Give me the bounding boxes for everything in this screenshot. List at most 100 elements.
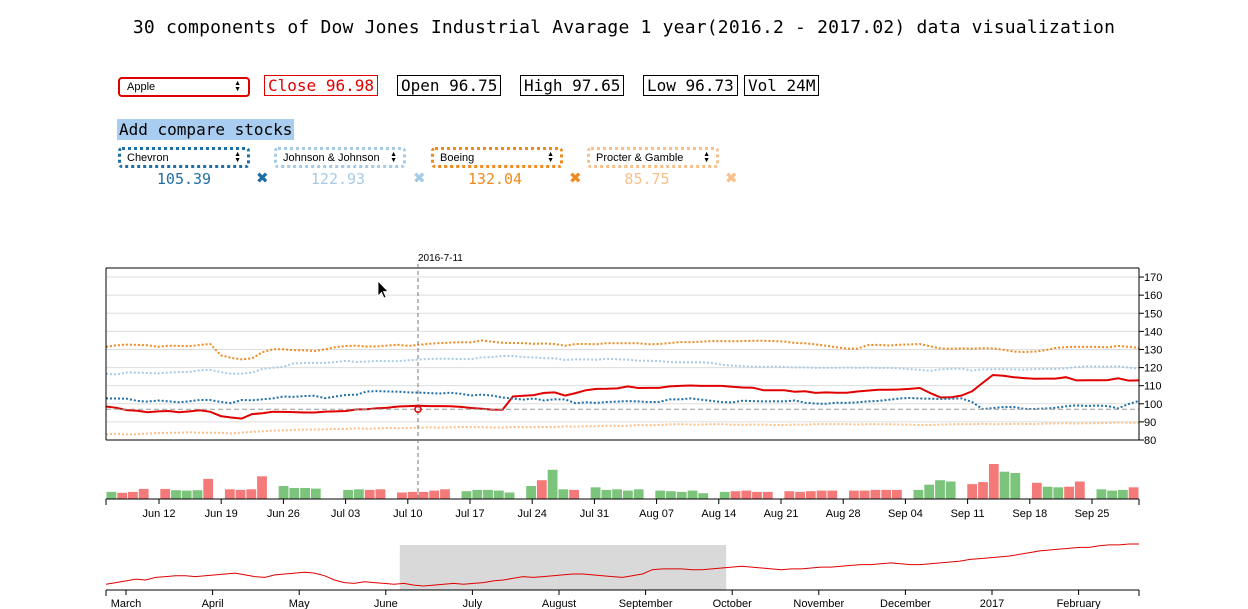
volume-bar <box>698 493 709 499</box>
volume-bar <box>106 491 117 499</box>
remove-compare-4-icon[interactable]: ✖ <box>725 169 738 187</box>
volume-bar <box>1064 486 1074 499</box>
volume-bar <box>160 488 171 499</box>
volume-bar <box>1107 490 1117 499</box>
volume-bar <box>881 489 892 499</box>
overview-x-tick-label: March <box>111 598 142 609</box>
volume-bar <box>827 490 838 499</box>
overview-x-tick-label: June <box>374 598 398 609</box>
volume-bar <box>805 491 816 499</box>
remove-compare-1-icon[interactable]: ✖ <box>256 169 269 187</box>
volume-bar <box>623 490 633 499</box>
x-tick-label: Jul 31 <box>580 508 609 520</box>
volume-bar <box>138 488 149 499</box>
volume-bar <box>784 491 795 499</box>
compare-select-2[interactable]: Johnson & Johnson ▲ ▼ <box>274 147 406 168</box>
volume-bar <box>547 469 558 499</box>
compare-line-4 <box>105 421 1140 436</box>
y-tick-label-160: 160 <box>1144 290 1162 302</box>
overview-x-tick-label: April <box>202 598 224 609</box>
compare-select-4[interactable]: Procter & Gamble ▲ ▼ <box>587 147 719 168</box>
y-tick-label-100: 100 <box>1144 399 1162 411</box>
volume-bar <box>569 489 579 499</box>
x-tick-label: Jul 03 <box>331 508 360 520</box>
volume-bar <box>483 489 493 499</box>
overview-x-tick-label: August <box>542 598 576 609</box>
x-tick-label: Sep 25 <box>1075 508 1110 520</box>
volume-bar <box>1096 489 1107 499</box>
mouse-pointer-icon <box>377 280 389 299</box>
volume-bar <box>558 489 569 499</box>
volume-bar <box>892 489 902 499</box>
x-tick-label: Aug 14 <box>701 508 736 520</box>
overview-x-tick-label: May <box>289 598 310 609</box>
plot-frame <box>105 267 1140 441</box>
volume-bar <box>278 486 289 499</box>
volume-bar <box>224 489 235 499</box>
x-tick-label: Sep 18 <box>1012 508 1047 520</box>
volume-bar <box>128 491 138 499</box>
overview-x-tick-label: November <box>793 598 844 609</box>
volume-bar <box>246 489 257 499</box>
volume-bar <box>945 481 956 499</box>
select-arrows-icon: ▲ ▼ <box>390 150 397 164</box>
x-tick-label: Aug 07 <box>639 508 674 520</box>
compare-line-2 <box>105 355 1140 376</box>
overview-chart[interactable]: March April May June July August September Octo… <box>105 543 1140 609</box>
volume-bar <box>397 492 407 499</box>
stat-volume: Vol 24M <box>744 75 820 96</box>
volume-bar <box>666 491 676 499</box>
compare-select-1[interactable]: Chevron ▲ ▼ <box>118 147 250 168</box>
compare-value-2: 122.93 <box>310 170 366 188</box>
main-stock-select[interactable]: Apple ▲ ▼ <box>118 77 250 97</box>
volume-bar <box>536 480 547 499</box>
remove-compare-2-icon[interactable]: ✖ <box>413 169 426 187</box>
volume-bar <box>741 490 752 499</box>
volume-bar <box>343 489 353 499</box>
overview-x-tick-label: July <box>463 598 483 609</box>
volume-bar <box>375 489 386 499</box>
y-tick-label-140: 140 <box>1144 326 1162 338</box>
hover-point <box>414 405 422 414</box>
x-tick-label: Aug 28 <box>826 508 861 520</box>
volume-bar <box>762 491 773 499</box>
volume-bars <box>106 464 1139 499</box>
select-arrows-icon: ▲ ▼ <box>703 150 710 164</box>
volume-bar <box>859 490 870 499</box>
x-tick-label: Sep 11 <box>951 508 985 520</box>
y-tick-label-150: 150 <box>1144 308 1162 320</box>
volume-bar <box>967 484 978 499</box>
compare-line-1 <box>105 390 1140 411</box>
volume-bar <box>590 487 601 499</box>
hover-date-label: 2016-7-11 <box>418 253 463 264</box>
volume-bar <box>1010 473 1021 499</box>
volume-bar <box>117 492 128 499</box>
stat-open: Open 96.75 <box>397 75 502 96</box>
volume-bar <box>171 490 181 499</box>
x-tick-label: Jul 10 <box>393 508 422 520</box>
compare-value-4: 85.75 <box>624 170 670 188</box>
volume-bar <box>676 491 687 499</box>
volume-bar <box>1128 487 1139 499</box>
volume-bar <box>752 491 762 499</box>
page-title: 30 components of Dow Jones Industrial Av… <box>132 17 1116 38</box>
overview-x-tick-label: February <box>1057 598 1102 609</box>
volume-bar <box>999 471 1010 499</box>
y-gridlines <box>106 276 1139 441</box>
select-arrows-icon: ▲ ▼ <box>234 150 241 164</box>
volume-bar <box>289 488 300 499</box>
x-tick-label: Jun 19 <box>205 508 238 520</box>
volume-bar <box>1042 486 1053 499</box>
volume-bar <box>364 489 375 499</box>
volume-bar <box>730 491 741 499</box>
y-tick-label-130: 130 <box>1144 344 1162 356</box>
volume-bar <box>935 480 945 499</box>
compare-select-3[interactable]: Boeing ▲ ▼ <box>431 147 563 168</box>
select-arrows-icon: ▲ ▼ <box>234 80 241 93</box>
compare-value-1: 105.39 <box>156 170 212 188</box>
y-tick-label-90: 90 <box>1144 417 1156 429</box>
remove-compare-3-icon[interactable]: ✖ <box>569 169 582 187</box>
volume-bar <box>816 490 827 499</box>
volume-bar <box>526 486 536 499</box>
